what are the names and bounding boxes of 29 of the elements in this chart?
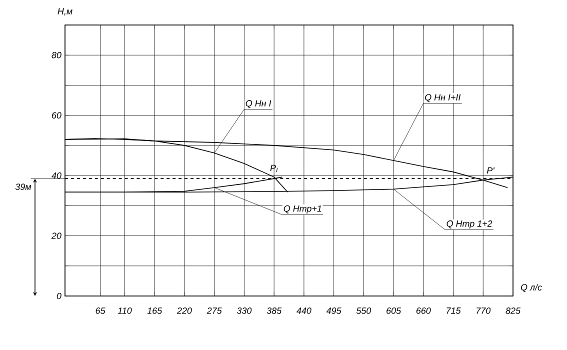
x-tick-label: 825 [506, 308, 521, 314]
x-tick-label: 715 [446, 308, 461, 314]
x-tick-label: 660 [416, 308, 431, 314]
x-tick-label: 550 [356, 308, 372, 314]
y-tick-label: 0 [56, 292, 62, 300]
x-tick-label: 770 [476, 308, 491, 314]
x-tick-label: 440 [296, 308, 312, 314]
x-tick-label: 65 [96, 308, 106, 314]
text: Q Hтр 1+2 [446, 220, 492, 229]
text: Q Hн I [246, 100, 272, 108]
x-tick-label: 220 [176, 308, 192, 314]
y-tick-label: 40 [52, 172, 62, 179]
x-tick-label: 495 [326, 308, 342, 314]
annotation: P' [486, 167, 495, 174]
x-tick-label: 385 [266, 308, 282, 314]
x-tick-label: 165 [147, 308, 162, 314]
x-tick-label: 275 [206, 308, 222, 314]
x-tick-label: 330 [236, 308, 252, 314]
x-tick-label: 605 [386, 308, 402, 314]
annotation: P$_{I}$ [270, 164, 278, 172]
y-tick-label: 60 [52, 112, 62, 119]
y-tick-label: 80 [52, 52, 62, 58]
text: Q Hн I+II [425, 94, 461, 102]
x-tick-label: 110 [118, 308, 132, 314]
x-axis-title: Q л/с [520, 284, 542, 292]
y-axis-title: H,м [58, 8, 72, 16]
y-tick-label: 20 [51, 232, 62, 239]
text: Q Hтр+1 [284, 205, 322, 214]
legend-label: 39м [15, 184, 32, 190]
